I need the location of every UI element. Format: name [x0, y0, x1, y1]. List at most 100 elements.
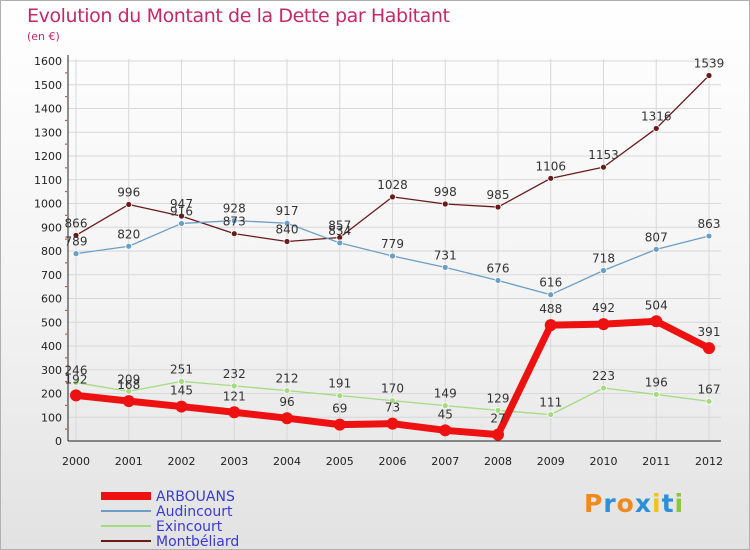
data-point	[650, 315, 663, 328]
data-point	[547, 174, 555, 182]
legend-label: Montbéliard	[156, 534, 239, 549]
data-point	[283, 219, 291, 227]
data-label: 149	[434, 387, 457, 401]
data-label: 145	[170, 384, 193, 398]
data-point	[283, 387, 291, 395]
legend-label: Audincourt	[156, 504, 233, 520]
y-tick-label: 600	[41, 293, 62, 306]
data-label: 167	[698, 382, 721, 396]
y-tick-label: 500	[41, 316, 62, 329]
data-point	[125, 242, 133, 250]
data-point	[597, 318, 610, 331]
x-tick-label: 2010	[590, 455, 618, 468]
data-point	[544, 319, 557, 332]
y-tick-label: 1200	[34, 150, 62, 163]
data-point	[72, 379, 80, 386]
data-label: 1316	[641, 109, 672, 123]
y-tick-label: 200	[41, 388, 62, 401]
data-point	[705, 397, 713, 405]
data-point	[652, 125, 660, 132]
data-label: 789	[65, 235, 88, 249]
unit-label: (en €)	[27, 30, 60, 43]
data-point	[494, 406, 502, 414]
y-tick-label: 1400	[34, 103, 62, 116]
data-label: 807	[645, 230, 668, 244]
data-label: 996	[117, 185, 140, 199]
x-tick-label: 2001	[115, 455, 143, 468]
data-point	[652, 391, 660, 398]
x-tick-label: 2008	[484, 455, 512, 468]
data-point	[178, 212, 185, 220]
data-point	[230, 230, 238, 238]
data-point	[333, 418, 346, 431]
y-tick-label: 900	[41, 221, 62, 234]
data-point	[494, 277, 502, 284]
y-tick-label: 0	[55, 435, 62, 448]
data-label: 111	[539, 396, 562, 410]
data-point	[389, 193, 396, 201]
data-point	[600, 384, 607, 392]
data-label: 212	[276, 372, 299, 386]
y-tick-label: 1100	[34, 174, 62, 187]
y-tick-label: 300	[41, 364, 62, 377]
data-label: 616	[539, 276, 562, 290]
data-label: 192	[65, 372, 88, 386]
legend-label: ARBOUANS	[156, 489, 235, 505]
data-point	[441, 200, 449, 208]
data-point	[228, 406, 241, 419]
chart-title: Evolution du Montant de la Dette par Hab…	[27, 5, 450, 27]
data-point	[70, 389, 82, 402]
data-label: 191	[328, 377, 351, 391]
data-point	[494, 203, 502, 211]
data-label: 947	[170, 197, 193, 211]
data-label: 492	[592, 301, 615, 315]
y-tick-label: 700	[41, 269, 62, 282]
data-label: 820	[117, 227, 140, 241]
data-label: 391	[698, 325, 721, 339]
data-point	[441, 263, 449, 271]
x-tick-label: 2007	[431, 455, 459, 468]
data-label: 223	[592, 369, 615, 383]
data-label: 1539	[694, 56, 725, 70]
data-label: 504	[645, 298, 668, 312]
legend-label: Exincourt	[156, 519, 223, 535]
x-tick-label: 2002	[168, 455, 196, 468]
data-point	[283, 238, 291, 245]
x-tick-label: 2004	[273, 455, 301, 468]
data-point	[389, 397, 396, 405]
x-tick-label: 2006	[379, 455, 407, 468]
data-label: 676	[487, 261, 510, 275]
data-point	[175, 400, 188, 413]
data-label: 916	[170, 204, 193, 218]
data-label: 168	[117, 378, 140, 392]
data-label: 857	[328, 218, 351, 232]
data-point	[600, 267, 607, 274]
data-label: 196	[645, 375, 668, 389]
y-tick-label: 400	[41, 340, 62, 353]
data-label: 45	[438, 407, 453, 421]
data-point	[72, 231, 80, 239]
data-point	[230, 217, 238, 225]
x-tick-label: 2011	[642, 455, 670, 468]
data-point	[705, 232, 713, 240]
data-label: 121	[223, 389, 246, 403]
data-point	[336, 239, 344, 247]
data-label: 985	[487, 188, 510, 202]
y-tick-label: 1000	[34, 198, 62, 211]
grid-lines	[68, 59, 721, 442]
data-labels: 866 996 947 873 840 857 1028 998 985 1106 1153 1316…	[65, 56, 725, 425]
data-point	[652, 245, 660, 253]
y-tick-label: 800	[41, 245, 62, 258]
y-tick-label: 1500	[34, 79, 62, 92]
data-point	[178, 220, 185, 227]
data-point	[389, 252, 396, 260]
data-label: 1106	[535, 159, 566, 173]
data-label: 96	[279, 395, 294, 409]
data-point	[386, 417, 399, 430]
data-label: 1028	[377, 178, 408, 192]
y-tick-label: 1600	[34, 55, 62, 68]
data-point	[705, 72, 713, 79]
proxiti-logo: Proxiti	[584, 489, 685, 518]
